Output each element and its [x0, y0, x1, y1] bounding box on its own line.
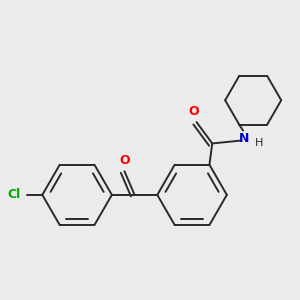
Text: H: H [255, 138, 263, 148]
Text: Cl: Cl [8, 188, 21, 201]
Text: N: N [239, 132, 249, 145]
Text: O: O [188, 105, 199, 118]
Text: O: O [119, 154, 130, 167]
